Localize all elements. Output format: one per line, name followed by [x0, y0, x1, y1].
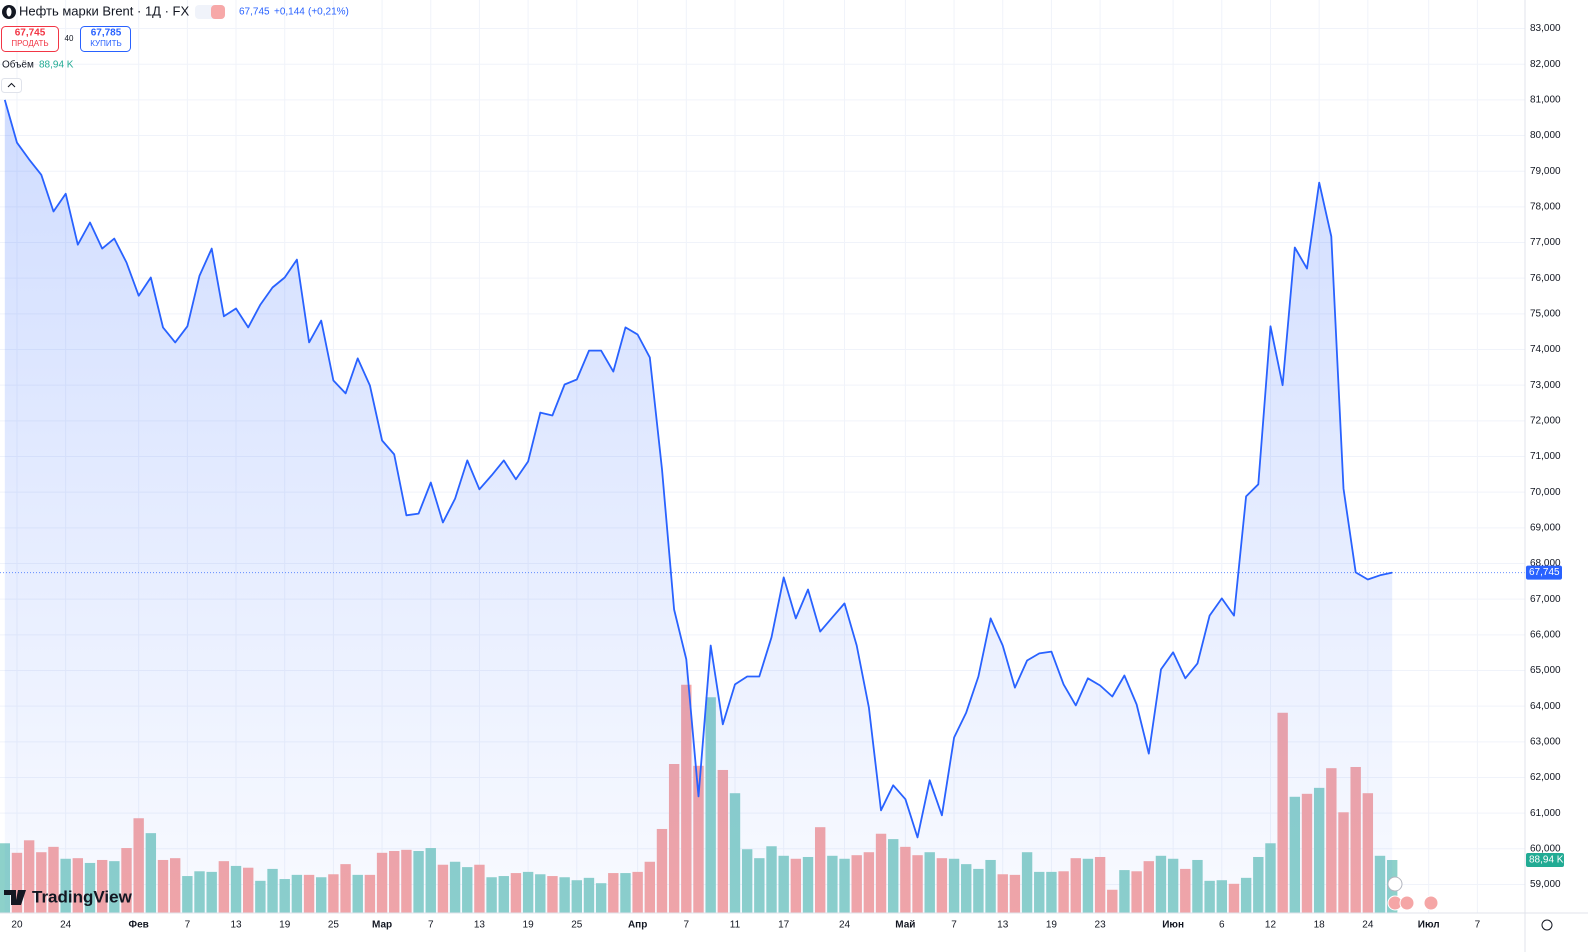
chart-title: Нефть марки Brent · 1Д · FX: [19, 3, 189, 18]
y-tick-label: 65,000: [1530, 665, 1561, 676]
x-tick-label: 23: [1095, 920, 1107, 931]
x-tick-label: Апр: [628, 920, 647, 931]
market-status[interactable]: [211, 5, 225, 19]
x-tick-label: 11: [730, 920, 741, 931]
x-tick-label: 25: [328, 920, 340, 931]
price-line: [3, 99, 1393, 839]
x-tick-label: 19: [1046, 920, 1058, 931]
x-tick-label: Июн: [1162, 920, 1184, 931]
spread: 40: [65, 34, 74, 43]
x-tick-label: 6: [1219, 920, 1225, 931]
y-tick-label: 80,000: [1530, 130, 1561, 141]
x-tick-label: Мар: [372, 920, 392, 931]
y-tick-label: 75,000: [1530, 308, 1561, 319]
logo-text: TradingView: [32, 887, 133, 906]
x-tick-label: 24: [1362, 920, 1374, 931]
x-tick-label: 13: [230, 920, 242, 931]
price: 67,745: [239, 7, 270, 18]
change: +0,144: [274, 7, 305, 18]
y-tick-label: 78,000: [1530, 201, 1561, 212]
x-tick-label: 18: [1314, 920, 1326, 931]
buy-price[interactable]: 67,785: [91, 28, 122, 39]
event-icon[interactable]: [1399, 895, 1415, 911]
volume-legend-value: 88,94 K: [39, 60, 74, 71]
y-tick-label: 61,000: [1530, 808, 1561, 819]
volume-legend: Объём: [2, 59, 34, 71]
y-tick-label: 73,000: [1530, 380, 1561, 391]
y-tick-label: 66,000: [1530, 629, 1561, 640]
x-tick-label: 17: [778, 920, 790, 931]
symbol-icon: [6, 7, 12, 17]
y-tick-label: 83,000: [1530, 23, 1561, 34]
y-tick-label: 59,000: [1530, 879, 1561, 890]
y-tick-label: 81,000: [1530, 95, 1561, 106]
x-tick-label: 13: [997, 920, 1009, 931]
sell-label[interactable]: ПРОДАТЬ: [11, 39, 48, 48]
y-tick-label: 79,000: [1530, 166, 1561, 177]
x-tick-label: Май: [895, 920, 915, 931]
x-tick-label: 24: [60, 920, 72, 931]
y-tick-label: 67,000: [1530, 594, 1561, 605]
y-tick-label: 77,000: [1530, 237, 1561, 248]
change-pct: (+0,21%): [308, 7, 349, 18]
x-tick-label: 19: [279, 920, 291, 931]
y-tick-label: 64,000: [1530, 701, 1561, 712]
x-tick-label: 7: [1475, 920, 1481, 931]
area-fill: [4, 99, 1393, 913]
logo-icon: [4, 890, 26, 905]
x-tick-label: 7: [684, 920, 690, 931]
x-tick-label: Июл: [1418, 920, 1440, 931]
volume-tag-label: 88,94 K: [1529, 855, 1564, 866]
price-tag-label: 67,745: [1529, 567, 1560, 578]
y-tick-label: 70,000: [1530, 487, 1561, 498]
y-tick-label: 76,000: [1530, 273, 1561, 284]
buy-button[interactable]: [80, 26, 131, 52]
x-tick-label: 24: [839, 920, 851, 931]
y-tick-label: 82,000: [1530, 59, 1561, 70]
y-tick-label: 62,000: [1530, 772, 1561, 783]
y-tick-label: 72,000: [1530, 415, 1561, 426]
volume-tag: [1526, 852, 1564, 867]
y-tick-label: 60,000: [1530, 843, 1561, 854]
x-tick-label: 19: [523, 920, 535, 931]
x-tick-label: Фев: [129, 920, 149, 931]
y-tick-label: 69,000: [1530, 522, 1561, 533]
x-tick-label: 25: [571, 920, 583, 931]
x-tick-label: 7: [185, 920, 191, 931]
buy-label[interactable]: КУПИТЬ: [90, 39, 121, 48]
price-tag: [1526, 565, 1562, 580]
x-tick-label: 20: [11, 920, 23, 931]
event-icon[interactable]: [1423, 895, 1439, 911]
sell-price[interactable]: 67,745: [15, 28, 46, 39]
event-icon[interactable]: [1387, 876, 1403, 892]
x-tick-label: 13: [474, 920, 486, 931]
x-tick-label: 7: [951, 920, 957, 931]
settings-icon[interactable]: [1541, 919, 1553, 931]
collapse-button[interactable]: [1, 78, 22, 93]
y-tick-label: 63,000: [1530, 736, 1561, 747]
collapse-icon[interactable]: [7, 82, 16, 88]
y-tick-label: 71,000: [1530, 451, 1561, 462]
y-tick-label: 68,000: [1530, 558, 1561, 569]
y-tick-label: 74,000: [1530, 344, 1561, 355]
sell-button[interactable]: [1, 26, 59, 52]
x-tick-label: 7: [428, 920, 434, 931]
x-tick-label: 12: [1265, 920, 1277, 931]
